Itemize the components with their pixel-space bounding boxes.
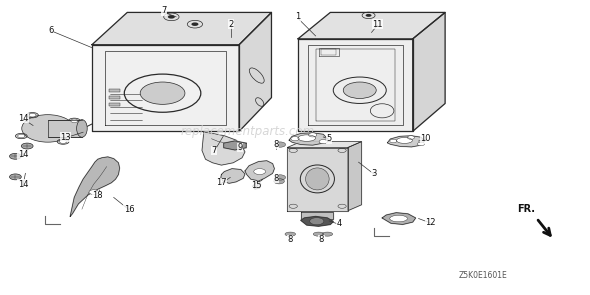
Polygon shape [202,132,245,165]
Ellipse shape [298,135,316,141]
Ellipse shape [306,168,329,190]
Circle shape [71,119,78,122]
Circle shape [408,136,415,139]
Circle shape [366,14,372,17]
Text: 6: 6 [48,26,54,35]
Text: 18: 18 [93,191,103,200]
Text: 8: 8 [287,235,293,245]
Bar [48,119,82,137]
Polygon shape [92,12,271,45]
Text: 4: 4 [336,219,342,228]
Polygon shape [301,212,333,219]
Ellipse shape [77,119,87,137]
Polygon shape [92,45,239,131]
Polygon shape [388,136,424,147]
Circle shape [21,143,33,149]
Ellipse shape [22,115,74,142]
Circle shape [168,15,175,19]
Text: 10: 10 [421,134,431,143]
Circle shape [275,175,286,180]
Circle shape [343,82,376,99]
Polygon shape [287,148,348,211]
Text: 16: 16 [124,205,135,214]
Text: FR.: FR. [517,204,535,214]
Text: 8: 8 [319,235,324,245]
Text: 5: 5 [326,134,332,143]
Polygon shape [413,12,445,131]
Circle shape [291,137,299,141]
Polygon shape [298,39,413,131]
Circle shape [9,174,21,180]
Text: 14: 14 [18,150,28,159]
Text: 1: 1 [296,12,300,21]
Polygon shape [224,141,246,150]
Circle shape [9,153,21,159]
Polygon shape [221,169,245,183]
Ellipse shape [57,139,69,144]
Text: 8: 8 [274,174,279,183]
Text: 3: 3 [372,169,377,178]
Circle shape [319,140,327,144]
Circle shape [18,134,25,138]
Text: 7: 7 [212,146,217,155]
Bar [109,104,120,106]
Text: 17: 17 [216,178,227,187]
Circle shape [309,133,317,137]
Text: 13: 13 [60,133,71,142]
Text: 9: 9 [237,143,242,152]
Text: 8: 8 [274,140,279,149]
Polygon shape [301,217,333,226]
Text: 14: 14 [18,180,28,189]
Circle shape [274,179,284,184]
Polygon shape [382,213,416,224]
Ellipse shape [313,232,324,236]
Polygon shape [298,12,445,39]
Polygon shape [245,161,274,189]
Text: replacementparts.com: replacementparts.com [181,125,315,138]
Ellipse shape [15,133,27,139]
Text: Z5K0E1601E: Z5K0E1601E [459,271,508,280]
Circle shape [29,114,36,117]
Polygon shape [289,133,327,145]
Text: 11: 11 [372,20,383,29]
Polygon shape [348,142,362,211]
Circle shape [254,169,266,175]
Ellipse shape [285,232,296,236]
Circle shape [310,218,324,225]
Circle shape [89,190,99,194]
Ellipse shape [68,118,80,123]
Bar [109,89,120,92]
Circle shape [60,140,67,143]
Circle shape [275,142,286,147]
Circle shape [140,82,185,104]
Ellipse shape [27,113,38,118]
Polygon shape [287,142,362,148]
Ellipse shape [322,232,333,236]
Text: 15: 15 [251,181,262,190]
Polygon shape [70,157,120,217]
Text: 2: 2 [229,20,234,29]
Circle shape [191,22,198,26]
Polygon shape [239,12,271,131]
Ellipse shape [390,215,408,222]
Circle shape [418,142,424,146]
Circle shape [390,139,397,143]
Ellipse shape [396,137,412,143]
Text: 12: 12 [425,218,435,227]
Text: 7: 7 [162,6,167,15]
Text: 14: 14 [18,114,28,123]
Bar [109,96,120,99]
